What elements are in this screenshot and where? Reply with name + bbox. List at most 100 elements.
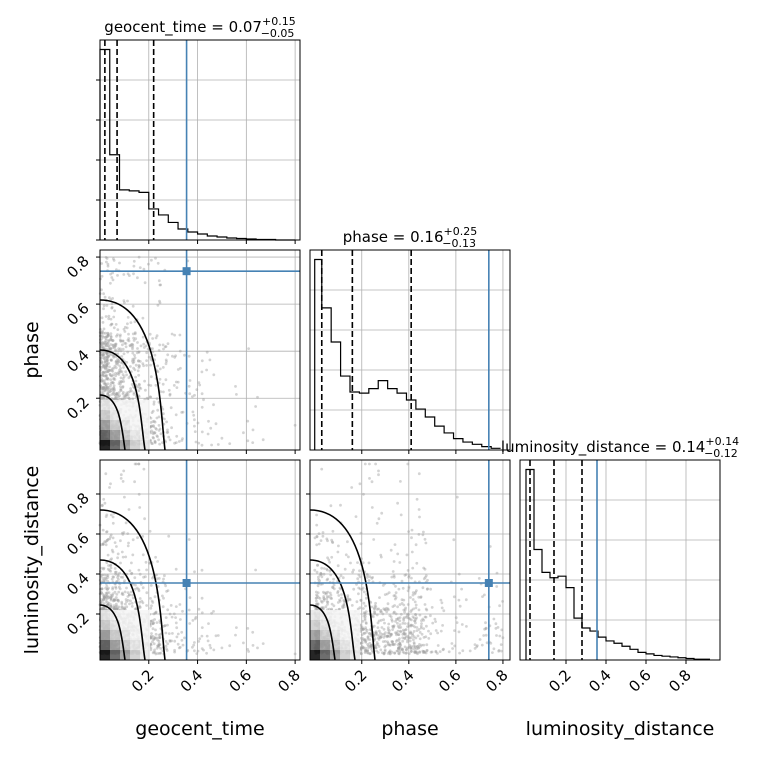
sample-point xyxy=(246,419,250,423)
sample-point xyxy=(367,579,371,582)
sample-point xyxy=(441,624,444,627)
sample-point xyxy=(152,419,156,423)
sample-point xyxy=(105,344,108,348)
sample-point xyxy=(144,388,147,392)
sample-point xyxy=(106,264,110,268)
sample-point xyxy=(458,651,461,655)
scatter-panel-geocent_time-luminosity_distance-density-cell xyxy=(120,610,130,620)
sample-point xyxy=(151,409,155,413)
sample-point xyxy=(424,607,428,611)
sample-point xyxy=(120,592,124,596)
sample-point xyxy=(141,601,145,605)
sample-point xyxy=(122,375,126,379)
sample-point xyxy=(398,642,401,646)
sample-point xyxy=(117,391,121,394)
sample-point xyxy=(124,370,128,374)
sample-point xyxy=(114,394,118,398)
sample-point xyxy=(116,598,120,602)
sample-point xyxy=(100,262,104,265)
sample-point xyxy=(391,570,395,573)
sample-point xyxy=(418,515,421,519)
sample-point xyxy=(379,608,383,612)
sample-point xyxy=(105,584,109,588)
xaxis-label-phase: phase xyxy=(381,718,438,740)
sample-point xyxy=(149,431,153,435)
xtick-label-luminosity_distance-1: 0.4 xyxy=(585,666,615,696)
sample-point xyxy=(118,335,122,338)
sample-point xyxy=(126,391,130,394)
sample-point xyxy=(349,561,352,565)
sample-point xyxy=(386,634,390,638)
sample-point xyxy=(102,385,106,389)
scatter-panel-geocent_time-luminosity_distance-truth-marker xyxy=(182,579,191,587)
sample-point xyxy=(127,274,131,277)
histogram-phase xyxy=(314,258,501,450)
sample-point xyxy=(396,501,399,505)
sample-point xyxy=(105,370,108,373)
sample-point xyxy=(157,639,161,643)
sample-point xyxy=(338,598,341,602)
sample-point xyxy=(172,384,176,387)
sample-point xyxy=(136,347,139,350)
scatter-panel-geocent_time-luminosity_distance-density-cell xyxy=(120,640,130,650)
sample-point xyxy=(107,386,111,389)
sample-point xyxy=(110,374,114,378)
sample-point xyxy=(370,506,374,509)
sample-point xyxy=(362,607,365,610)
sample-point xyxy=(164,584,168,588)
sample-point xyxy=(101,390,105,394)
sample-point xyxy=(150,634,153,638)
sample-point xyxy=(329,504,333,508)
sample-point xyxy=(379,648,383,652)
sample-point xyxy=(131,347,134,351)
sample-point xyxy=(106,332,110,336)
sample-point xyxy=(430,606,434,609)
sample-point xyxy=(119,376,123,380)
sample-point xyxy=(109,563,113,567)
sample-point xyxy=(155,636,159,640)
sample-point xyxy=(478,638,482,641)
sample-point xyxy=(320,599,323,603)
sample-point xyxy=(149,424,153,428)
sample-point xyxy=(375,521,379,525)
sample-point xyxy=(197,441,201,445)
sample-point xyxy=(192,643,196,647)
xtick-label-phase-1: 0.4 xyxy=(388,666,418,696)
sample-point xyxy=(406,603,410,606)
sample-point xyxy=(500,649,503,653)
sample-point xyxy=(402,651,406,655)
sample-point xyxy=(412,607,415,611)
sample-point xyxy=(200,626,204,629)
sample-point xyxy=(164,644,168,648)
sample-point xyxy=(499,643,503,646)
sample-point xyxy=(417,533,421,536)
sample-point xyxy=(410,550,414,554)
sample-point xyxy=(147,383,151,387)
sample-point xyxy=(337,544,340,548)
sample-point xyxy=(366,643,369,646)
sample-point xyxy=(116,333,119,336)
sample-point xyxy=(153,636,157,640)
sample-point xyxy=(101,370,105,374)
sample-point xyxy=(164,378,168,382)
sample-point xyxy=(128,602,131,606)
sample-point xyxy=(235,626,238,629)
sample-point xyxy=(205,350,209,354)
sample-point xyxy=(108,296,111,300)
sample-point xyxy=(109,382,113,385)
sample-point xyxy=(143,379,147,383)
sample-point xyxy=(105,357,109,361)
sample-point xyxy=(151,420,155,424)
sample-point xyxy=(104,343,108,347)
sample-point xyxy=(101,354,105,358)
sample-point xyxy=(105,377,108,381)
scatter-panel-phase-luminosity_distance-truth-marker xyxy=(484,579,493,587)
ytick-label-phase-0: 0.2 xyxy=(63,393,93,423)
sample-point xyxy=(150,411,154,414)
sample-point xyxy=(100,337,103,341)
sample-point xyxy=(473,647,477,650)
sample-point xyxy=(399,480,402,483)
sample-point xyxy=(116,274,119,277)
sample-point xyxy=(112,259,116,262)
